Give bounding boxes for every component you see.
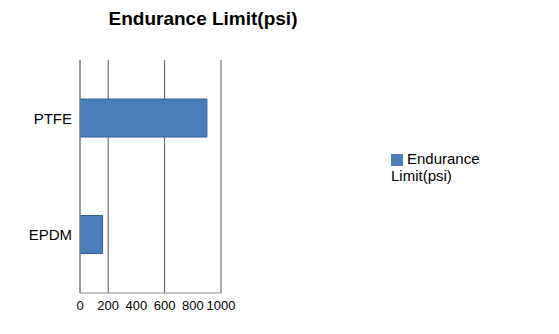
html-text:Endurance Limit(psi): Endurance Limit(psi) [108,8,298,29]
svg-text:400: 400 [126,298,148,313]
svg-text:EPDM: EPDM [29,226,72,243]
html-text:Endurance Limit(psi): Endurance Limit(psi) [391,150,480,184]
svg-text:800: 800 [182,298,204,313]
svg-text:PTFE: PTFE [34,110,72,127]
svg-text:0: 0 [76,298,83,313]
svg-text:200: 200 [97,298,119,313]
svg-text:600: 600 [154,298,176,313]
svg-text:1000: 1000 [207,298,236,313]
